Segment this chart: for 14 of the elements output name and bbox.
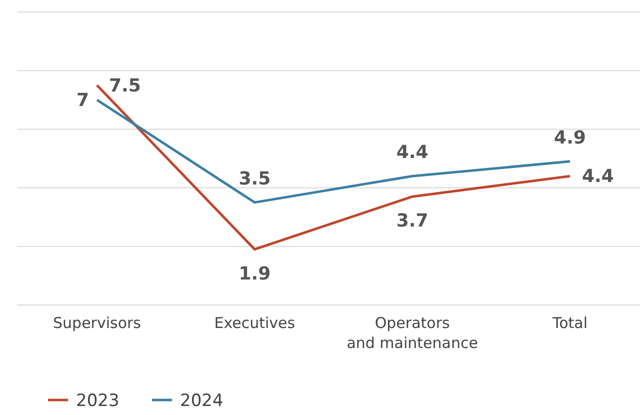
data-label: 7 [76,90,89,111]
x-tick-label: Executives [214,314,296,332]
legend-label: 2024 [180,391,224,411]
legend-label: 2023 [76,391,120,411]
data-label: 3.7 [396,210,428,232]
x-tick-label: Operators and maintenance [346,314,478,352]
data-label: 4.4 [582,166,614,188]
data-label: 1.9 [238,263,271,284]
data-label: 7.5 [109,75,141,96]
data-label: 4.4 [396,142,428,164]
data-label: 4.9 [554,127,586,148]
data-label: 3.5 [238,168,271,190]
x-tick-label: Supervisors [53,314,142,332]
x-tick-label: Total [551,314,588,332]
